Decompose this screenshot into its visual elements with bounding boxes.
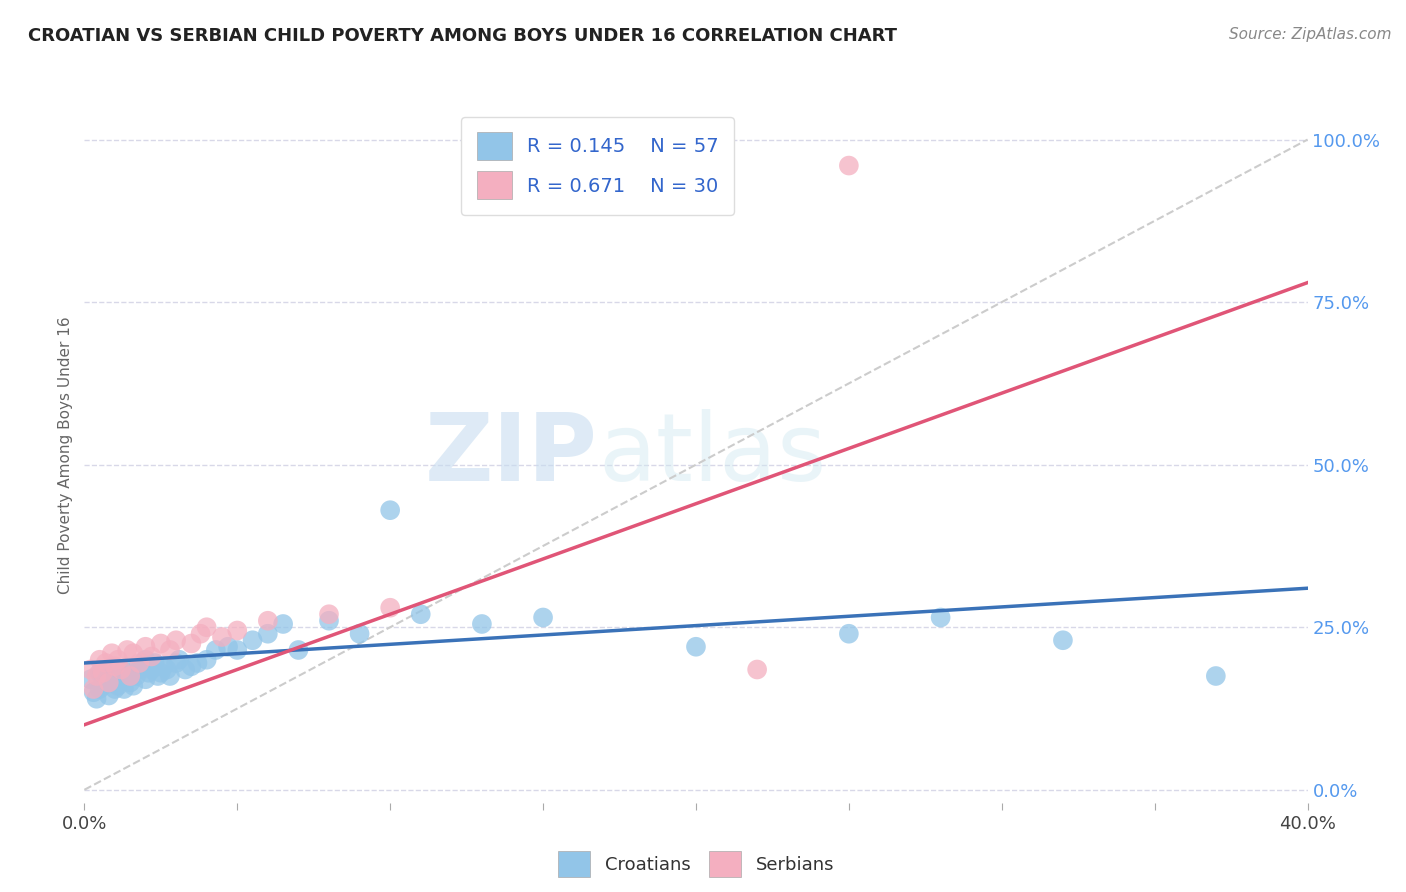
Point [186, 656, 208, 670]
Point [97, 675, 120, 690]
Point [242, 633, 264, 648]
Point [101, 672, 124, 686]
Legend: Croatians, Serbians: Croatians, Serbians [551, 844, 841, 884]
Point [112, 681, 135, 696]
Point [195, 620, 218, 634]
Point [159, 669, 181, 683]
Point [104, 659, 127, 673]
Point [89, 653, 111, 667]
Point [86, 691, 108, 706]
Point [97, 689, 120, 703]
Point [318, 614, 340, 628]
Point [83, 681, 105, 696]
Point [146, 669, 169, 683]
Point [91, 665, 114, 680]
Point [104, 665, 127, 680]
Point [318, 607, 340, 622]
Point [159, 643, 181, 657]
Point [1052, 633, 1074, 648]
Point [153, 659, 176, 673]
Point [929, 610, 952, 624]
Point [115, 643, 138, 657]
Point [110, 663, 132, 677]
Point [115, 665, 138, 680]
Point [156, 663, 179, 677]
Point [122, 679, 145, 693]
Point [104, 681, 127, 696]
Point [94, 669, 117, 683]
Point [380, 503, 402, 517]
Point [190, 626, 212, 640]
Point [89, 665, 111, 680]
Point [86, 669, 108, 683]
Point [107, 653, 129, 667]
Point [135, 672, 157, 686]
Point [685, 640, 707, 654]
Text: Source: ZipAtlas.com: Source: ZipAtlas.com [1229, 27, 1392, 42]
Point [97, 675, 120, 690]
Point [747, 663, 769, 677]
Point [211, 630, 233, 644]
Point [380, 600, 402, 615]
Point [226, 624, 249, 638]
Point [83, 685, 105, 699]
Point [91, 679, 114, 693]
Point [1205, 669, 1227, 683]
Point [838, 626, 860, 640]
Point [165, 633, 187, 648]
Point [120, 663, 142, 677]
Point [257, 614, 280, 628]
Point [409, 607, 432, 622]
Point [112, 669, 135, 683]
Point [149, 665, 172, 680]
Point [138, 665, 160, 680]
Point [471, 617, 494, 632]
Point [349, 626, 371, 640]
Point [217, 640, 239, 654]
Point [110, 672, 132, 686]
Point [79, 663, 101, 677]
Point [180, 636, 202, 650]
Y-axis label: Child Poverty Among Boys Under 16: Child Poverty Among Boys Under 16 [58, 316, 73, 594]
Point [125, 669, 148, 683]
Point [174, 663, 197, 677]
Point [226, 643, 249, 657]
Point [107, 679, 129, 693]
Point [205, 643, 228, 657]
Point [79, 672, 101, 686]
Point [135, 640, 157, 654]
Point [180, 659, 202, 673]
Point [165, 656, 187, 670]
Point [120, 669, 142, 683]
Point [257, 626, 280, 640]
Point [287, 643, 309, 657]
Point [131, 656, 153, 670]
Point [167, 653, 190, 667]
Point [141, 649, 163, 664]
Text: CROATIAN VS SERBIAN CHILD POVERTY AMONG BOYS UNDER 16 CORRELATION CHART: CROATIAN VS SERBIAN CHILD POVERTY AMONG … [28, 27, 897, 45]
Point [195, 653, 218, 667]
Point [143, 656, 166, 670]
Point [271, 617, 294, 632]
Text: ZIP: ZIP [425, 409, 598, 501]
Point [101, 646, 124, 660]
Point [122, 646, 145, 660]
Point [135, 653, 157, 667]
Point [531, 610, 554, 624]
Point [128, 656, 150, 670]
Point [120, 675, 142, 690]
Text: atlas: atlas [598, 409, 827, 501]
Point [838, 159, 860, 173]
Point [89, 681, 111, 696]
Point [94, 656, 117, 670]
Point [149, 636, 172, 650]
Point [128, 663, 150, 677]
Point [141, 663, 163, 677]
